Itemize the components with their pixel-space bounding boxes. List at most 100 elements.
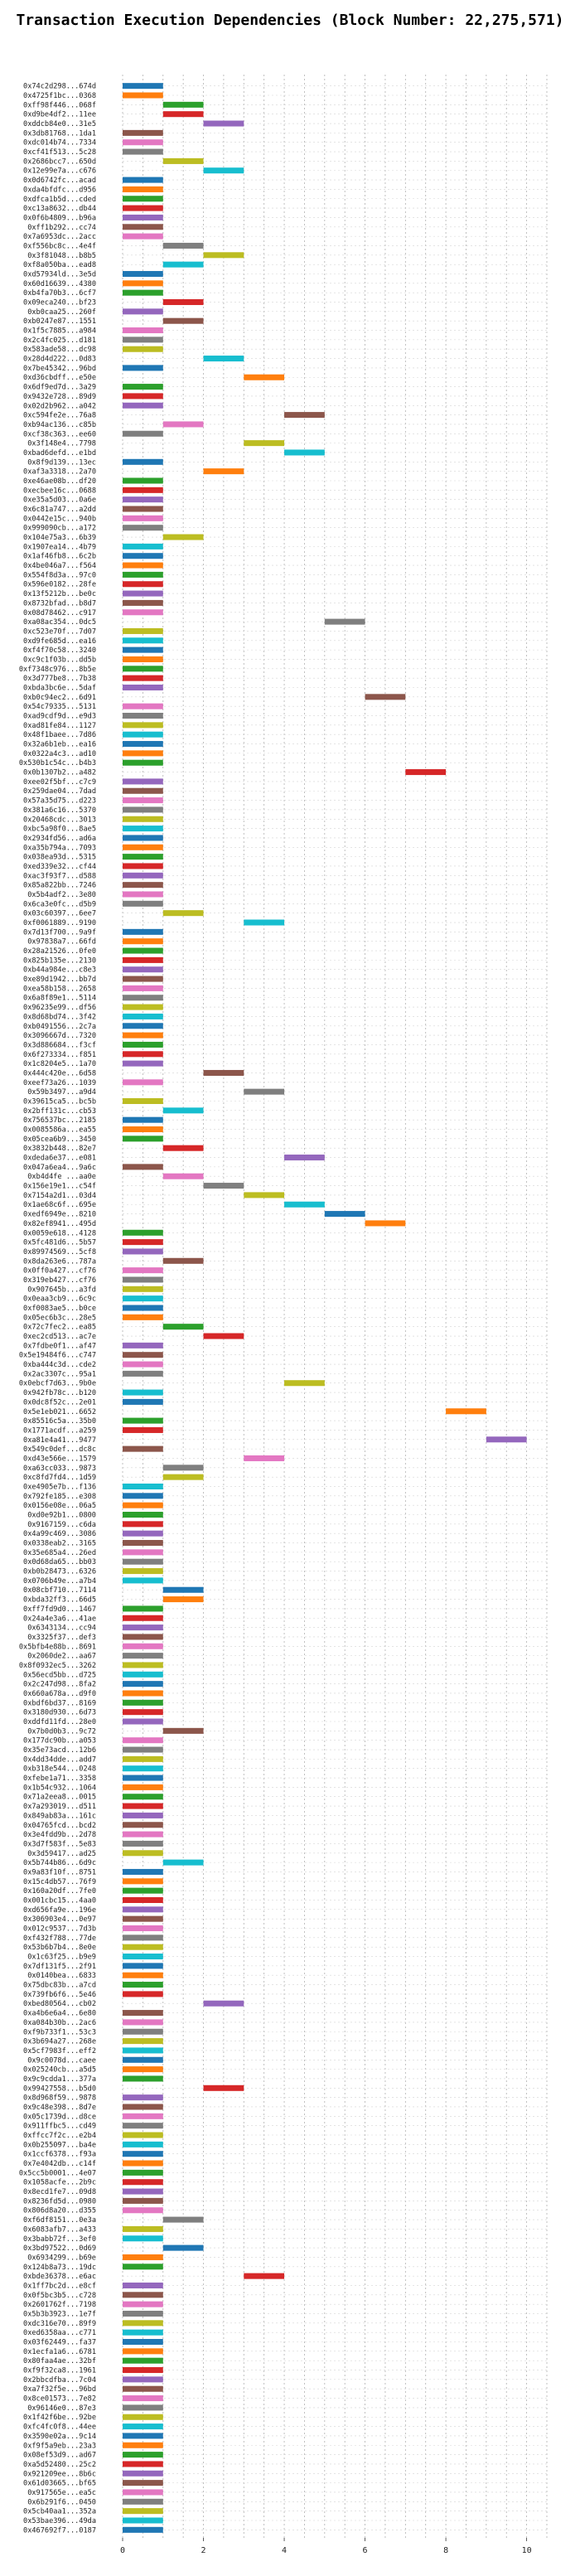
transaction-label: 0x7d13f700...9a9f bbox=[23, 928, 96, 937]
dependency-bar bbox=[123, 1991, 163, 1997]
transaction-label: 0x467692f7...0187 bbox=[23, 2526, 96, 2535]
dependency-bar bbox=[123, 1615, 163, 1621]
dependency-bar bbox=[162, 298, 204, 306]
dependency-bar bbox=[162, 910, 204, 917]
transaction-label: 0x3f148e4...7798 bbox=[27, 440, 96, 448]
transaction-label: 0x381a6c16...5370 bbox=[23, 806, 96, 815]
dependency-bar bbox=[123, 627, 163, 634]
dependency-bar bbox=[123, 1737, 163, 1744]
transaction-label: 0x3f81048...b8b5 bbox=[27, 252, 96, 260]
transaction-label: 0x8f9d139...13ec bbox=[27, 458, 96, 467]
transaction-label: 0x99427558...b5d0 bbox=[23, 2085, 96, 2093]
dependency-bar bbox=[123, 1840, 163, 1847]
transaction-label: 0xbad6defd...e1bd bbox=[23, 449, 96, 458]
transaction-label: 0x5bfb4e88b...8691 bbox=[19, 1643, 96, 1651]
transaction-label: 0x306903e4...0e97 bbox=[23, 1915, 96, 1924]
transaction-label: 0xda4bfdfc...d956 bbox=[23, 186, 96, 194]
transaction-label: 0x9c48e398...8d7e bbox=[23, 2104, 96, 2112]
transaction-label: 0x08ef53d9...ad67 bbox=[23, 2452, 96, 2460]
transaction-label: 0x0b255097...ba4e bbox=[23, 2141, 96, 2149]
dependency-bar bbox=[244, 374, 285, 380]
transaction-label: 0x921209ee...8b6c bbox=[23, 2470, 96, 2478]
dependency-bar bbox=[123, 280, 163, 287]
dependency-bar bbox=[123, 1934, 163, 1941]
dependency-bar bbox=[162, 1173, 204, 1179]
dependency-bar bbox=[162, 1727, 204, 1734]
transaction-label: 0x549c0def...dc8c bbox=[23, 1445, 96, 1454]
dependency-bar bbox=[123, 2526, 163, 2533]
dependency-bar bbox=[365, 1220, 406, 1227]
transaction-label: 0x1907ea14...4b79 bbox=[23, 543, 96, 551]
transaction-label: 0x7b0d0b3...9c72 bbox=[27, 1727, 96, 1736]
dependency-bar bbox=[324, 618, 365, 625]
transaction-label: 0x89974569...5cf8 bbox=[23, 1248, 96, 1257]
transaction-label: 0x39615ca5...bc5b bbox=[23, 1097, 96, 1106]
dependency-bar bbox=[123, 759, 163, 766]
transaction-label: 0x7a6953dc...2acc bbox=[23, 233, 96, 241]
transaction-label: 0x025240cb...a5d5 bbox=[23, 2066, 96, 2075]
x-tick-label: 8 bbox=[443, 2546, 448, 2555]
dependency-bar bbox=[123, 1097, 163, 1105]
dependency-bar bbox=[123, 233, 163, 240]
transaction-label: 0xf0083ae5...b0ce bbox=[23, 1305, 96, 1313]
dependency-bar bbox=[123, 985, 163, 991]
dependency-bar bbox=[123, 966, 163, 973]
dependency-bar bbox=[162, 1474, 204, 1480]
dependency-bar bbox=[203, 1183, 244, 1189]
transaction-label: 0xf7348c976...8b5e bbox=[19, 666, 96, 674]
dependency-bar bbox=[123, 1530, 163, 1537]
dependency-bar bbox=[123, 139, 163, 146]
dependency-bar bbox=[123, 1521, 163, 1528]
dependency-bar bbox=[123, 337, 163, 343]
transaction-label: 0x56ecd5bb...d725 bbox=[23, 1671, 96, 1679]
dependency-bar bbox=[123, 1681, 163, 1687]
dependency-bar bbox=[123, 458, 163, 465]
transaction-label: 0x3d7f583f...5e83 bbox=[23, 1840, 96, 1848]
dependency-bar bbox=[203, 468, 244, 475]
transaction-label: 0x4a99c469...3086 bbox=[23, 1530, 96, 1538]
transaction-label: 0xea58b158...2658 bbox=[23, 985, 96, 993]
dependency-bar bbox=[123, 2517, 163, 2524]
dependency-bar bbox=[123, 1493, 163, 1499]
transaction-label: 0x53bae396...49da bbox=[23, 2517, 96, 2525]
dependency-bar bbox=[123, 1398, 163, 1405]
transaction-label: 0x1ae68c6f...695e bbox=[23, 1201, 96, 1209]
dependency-bar bbox=[123, 186, 163, 192]
dependency-bar bbox=[123, 2357, 163, 2364]
transaction-label: 0x6c81a747...a2dd bbox=[23, 506, 96, 514]
transaction-label: 0xa7f32f5e...96bd bbox=[23, 2385, 96, 2394]
dependency-bar bbox=[284, 1380, 325, 1387]
dependency-bar bbox=[162, 157, 204, 164]
dependency-bar bbox=[123, 1868, 163, 1875]
transaction-label: 0xffcc7f2c...e2b4 bbox=[23, 2132, 96, 2140]
dependency-bar bbox=[123, 2433, 163, 2439]
transaction-label: 0xdc316e70...89f9 bbox=[23, 2320, 96, 2328]
dependency-bar bbox=[203, 252, 244, 259]
transaction-label: 0x8d68bd74...3f42 bbox=[23, 1013, 96, 1021]
dependency-bar bbox=[123, 872, 163, 879]
dependency-bar bbox=[123, 844, 163, 850]
dependency-bar bbox=[123, 177, 163, 183]
transaction-label: 0x3babb72f...3ef0 bbox=[23, 2235, 96, 2244]
dependency-bar bbox=[123, 938, 163, 945]
transaction-label: 0x85a822bb...7246 bbox=[23, 882, 96, 890]
transaction-label: 0x5e19484f6...c747 bbox=[19, 1352, 96, 1360]
transaction-label: 0x32a6b1eb...ea16 bbox=[23, 741, 96, 749]
transaction-label: 0xe46ae08b...df20 bbox=[23, 477, 96, 486]
dependency-bar bbox=[123, 1126, 163, 1133]
dependency-bar bbox=[123, 1267, 163, 1274]
transaction-label: 0xbed80564...cb02 bbox=[23, 2000, 96, 2008]
dependency-bar bbox=[123, 2207, 163, 2214]
dependency-bar bbox=[123, 2028, 163, 2035]
dependency-bar bbox=[244, 1192, 285, 1198]
transaction-label: 0x104e75a3...6b39 bbox=[23, 534, 96, 542]
transaction-label: 0x0f6b4809...b96a bbox=[23, 214, 96, 222]
transaction-label: 0x792fe185...e308 bbox=[23, 1493, 96, 1501]
transaction-label: 0xa35b794a...7093 bbox=[23, 844, 96, 852]
transaction-label: 0x04765fcd...bcd2 bbox=[23, 1822, 96, 1830]
transaction-label: 0x3832b448...82e7 bbox=[23, 1145, 96, 1153]
transaction-label: 0x48f1baee...7d86 bbox=[23, 731, 96, 739]
dependency-bar bbox=[123, 2404, 163, 2411]
transaction-label: 0xf4f70c58...3240 bbox=[23, 646, 96, 655]
transaction-label: 0xd43e566e...1579 bbox=[23, 1455, 96, 1463]
